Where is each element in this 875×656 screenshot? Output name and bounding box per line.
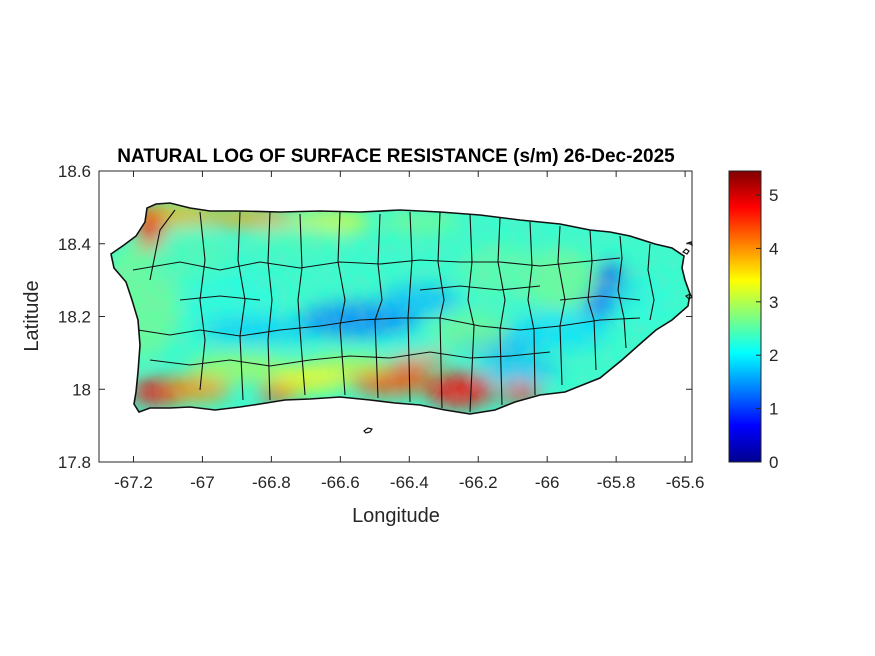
municipality-boundary bbox=[617, 235, 627, 349]
y-tick-label: 18.4 bbox=[58, 235, 91, 254]
municipality-boundary bbox=[497, 217, 506, 406]
municipality-boundary bbox=[374, 213, 383, 399]
municipality-boundary bbox=[297, 213, 306, 396]
municipality-boundary bbox=[527, 221, 536, 396]
municipality-boundary bbox=[267, 211, 273, 401]
surface-resistance-field bbox=[111, 203, 690, 414]
x-axis: -67.2 -67 -66.8 -66.6 -66.4 -66.2 -66 -65.8 -65.… bbox=[114, 171, 704, 492]
colorbar-gradient bbox=[728, 170, 762, 463]
x-tick-label: -66.4 bbox=[390, 473, 429, 492]
colorbar-tick-label: 2 bbox=[769, 346, 778, 365]
x-tick-label: -66.2 bbox=[459, 473, 498, 492]
colorbar-tick-label: 3 bbox=[769, 293, 778, 312]
y-tick-label: 18 bbox=[72, 380, 91, 399]
x-axis-label: Longitude bbox=[352, 505, 440, 527]
map-title: NATURAL LOG OF SURFACE RESISTANCE (s/m) … bbox=[117, 146, 675, 167]
colorbar-tick-label: 1 bbox=[769, 400, 778, 419]
x-tick-label: -66 bbox=[535, 473, 560, 492]
municipality-boundary bbox=[587, 229, 597, 371]
municipality-boundary bbox=[559, 295, 641, 301]
colorbar-ticks: 0 1 2 3 4 5 bbox=[756, 186, 778, 472]
municipality-boundary bbox=[132, 257, 621, 271]
colorbar: 0 1 2 3 4 5 bbox=[728, 170, 778, 472]
municipality-boundary bbox=[137, 317, 641, 337]
municipality-boundary bbox=[419, 285, 541, 291]
x-tick-label: -66.6 bbox=[321, 473, 360, 492]
islet-caja-de-muertos bbox=[363, 427, 373, 434]
municipality-boundary bbox=[149, 209, 176, 281]
municipality-boundary bbox=[337, 211, 346, 396]
municipality-boundary bbox=[437, 211, 445, 409]
colorbar-tick-label: 4 bbox=[769, 239, 778, 258]
y-tick-label: 17.8 bbox=[58, 453, 91, 472]
municipality-boundary bbox=[149, 351, 551, 367]
islet-east-2 bbox=[684, 293, 693, 300]
y-tick-label: 18.6 bbox=[58, 162, 91, 181]
municipality-boundaries bbox=[132, 209, 655, 413]
municipality-boundary bbox=[467, 213, 475, 413]
municipality-boundary bbox=[237, 211, 246, 401]
y-axis-label: Latitude bbox=[21, 280, 43, 351]
map-axes: -67.2 -67 -66.8 -66.6 -66.4 -66.2 -66 -65.8 -65.… bbox=[21, 146, 704, 527]
x-tick-label: -67 bbox=[190, 473, 215, 492]
x-tick-label: -65.8 bbox=[597, 473, 636, 492]
island-coastline bbox=[110, 202, 691, 415]
islet-east bbox=[681, 248, 690, 255]
colorbar-tick-label: 5 bbox=[769, 186, 778, 205]
x-tick-label: -65.6 bbox=[666, 473, 705, 492]
municipality-boundary bbox=[179, 295, 261, 301]
municipality-boundary bbox=[199, 211, 206, 391]
municipality-boundary bbox=[407, 211, 413, 403]
x-tick-label: -66.8 bbox=[252, 473, 291, 492]
y-tick-label: 18.2 bbox=[58, 308, 91, 327]
colorbar-tick-label: 0 bbox=[769, 453, 778, 472]
x-tick-label: -67.2 bbox=[114, 473, 153, 492]
municipality-boundary bbox=[647, 243, 655, 321]
y-axis: 17.8 18 18.2 18.4 18.6 bbox=[58, 162, 692, 472]
